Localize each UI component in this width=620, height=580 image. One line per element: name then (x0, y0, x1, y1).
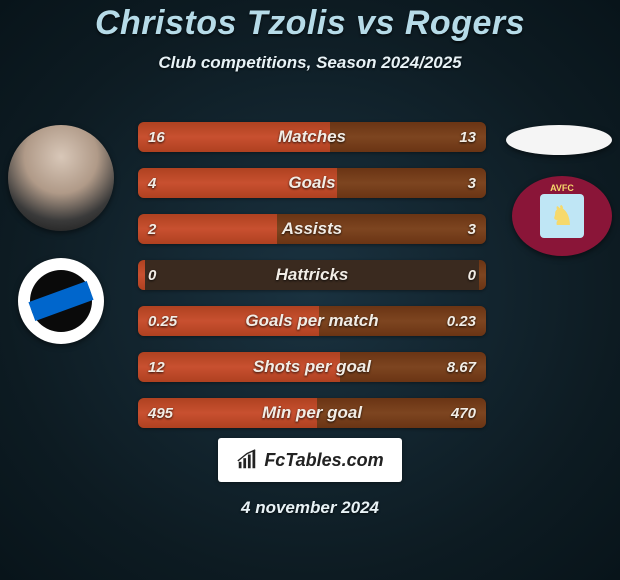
stats-bars: 1613Matches 43Goals 23Assists 00Hattricks 0.… (138, 122, 486, 444)
stat-label: Matches (138, 122, 486, 152)
stat-label: Assists (138, 214, 486, 244)
player-left-avatar (8, 125, 114, 231)
stat-label: Goals per match (138, 306, 486, 336)
chart-icon (236, 449, 258, 471)
stat-row: 43Goals (138, 168, 486, 198)
stat-row: 23Assists (138, 214, 486, 244)
club-right-text: AVFC (550, 183, 574, 193)
comparison-card: Christos Tzolis vs Rogers Club competiti… (0, 0, 620, 580)
stat-row: 128.67Shots per goal (138, 352, 486, 382)
date-label: 4 november 2024 (0, 498, 620, 518)
club-brugge-stripe (28, 281, 93, 321)
stat-label: Min per goal (138, 398, 486, 428)
club-brugge-inner (30, 270, 92, 332)
stat-row: 495470Min per goal (138, 398, 486, 428)
club-badge-left (18, 258, 104, 344)
player-right-avatar (506, 125, 612, 155)
stat-row: 0.250.23Goals per match (138, 306, 486, 336)
stat-label: Shots per goal (138, 352, 486, 382)
lion-icon: ♞ (550, 201, 573, 232)
stat-label: Hattricks (138, 260, 486, 290)
watermark: FcTables.com (218, 438, 402, 482)
stat-row: 1613Matches (138, 122, 486, 152)
club-badge-right: AVFC ♞ (512, 176, 612, 256)
watermark-text: FcTables.com (264, 450, 383, 471)
page-title: Christos Tzolis vs Rogers (0, 0, 620, 43)
stat-label: Goals (138, 168, 486, 198)
subtitle: Club competitions, Season 2024/2025 (0, 53, 620, 73)
stat-row: 00Hattricks (138, 260, 486, 290)
